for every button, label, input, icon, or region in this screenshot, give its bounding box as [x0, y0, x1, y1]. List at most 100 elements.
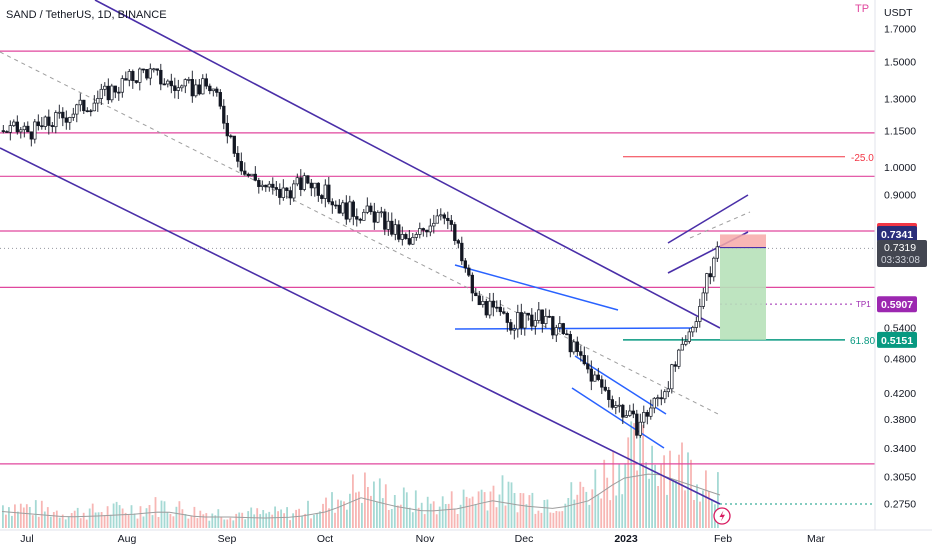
price-tick-label: 0.3050	[884, 471, 916, 483]
candle-down	[299, 177, 303, 190]
candle-down	[565, 333, 569, 336]
time-axis[interactable]: Jul Aug Sep Oct Nov Dec 2023 Feb Mar	[20, 533, 825, 545]
candlesticks	[1, 63, 719, 439]
candle-down	[26, 125, 30, 133]
candle-up	[120, 78, 124, 93]
candle-up	[533, 320, 537, 327]
volume-bar	[621, 494, 624, 528]
candle-down	[383, 211, 387, 230]
candle-up	[302, 175, 306, 190]
volume-bar	[127, 514, 130, 528]
volume-bar	[370, 495, 372, 528]
volume-bar	[642, 424, 644, 528]
volume-histogram	[1, 421, 721, 528]
volume-bar	[699, 501, 701, 528]
candle-up	[712, 257, 716, 278]
candle-down	[225, 122, 229, 137]
candle-down	[239, 161, 243, 172]
candle-down	[47, 116, 51, 126]
candle-down	[145, 69, 149, 79]
candle-down	[190, 79, 194, 97]
price-tick-label: 1.1500	[884, 126, 916, 138]
candle-up	[78, 99, 82, 106]
candle-up	[341, 202, 345, 214]
volume-bar	[708, 491, 710, 528]
candle-up	[715, 246, 719, 259]
volume-bar	[178, 501, 181, 528]
volume-bar	[37, 516, 40, 528]
candle-up	[512, 328, 516, 331]
volume-bar	[190, 516, 193, 528]
price-tick-label: 0.2750	[884, 498, 916, 510]
candle-up	[572, 341, 576, 353]
candle-up	[138, 68, 142, 83]
candle-down	[589, 368, 593, 382]
volume-bar	[28, 507, 31, 528]
candle-up	[379, 211, 383, 214]
volume-bar	[510, 482, 513, 528]
candle-down	[610, 399, 614, 408]
candle-down	[579, 351, 583, 356]
volume-bar	[70, 513, 73, 528]
price-labels: 0.78220.73410.731903:33:080.59070.5151TP…	[850, 153, 927, 348]
candle-down	[232, 135, 236, 154]
candle-down	[243, 170, 247, 175]
candle-up	[691, 327, 695, 333]
volume-bar	[552, 512, 555, 528]
candle-down	[526, 312, 530, 316]
candle-down	[173, 85, 177, 91]
volume-bar	[657, 486, 659, 528]
candle-up	[68, 117, 72, 123]
volume-bar	[606, 477, 609, 528]
candle-up	[516, 312, 520, 330]
candle-down	[519, 312, 523, 329]
price-tag-entry-bg	[877, 226, 917, 242]
candle-up	[414, 234, 418, 238]
volume-bar	[61, 514, 64, 528]
candle-down	[397, 224, 401, 240]
candle-up	[250, 173, 254, 177]
volume-bar	[139, 506, 142, 528]
price-tag-entry: 0.7341	[881, 229, 913, 241]
volume-bar	[208, 520, 211, 528]
candle-up	[260, 184, 264, 187]
candle-down	[568, 334, 572, 353]
candle-up	[411, 237, 415, 245]
volume-bar	[49, 516, 52, 528]
candle-up	[544, 315, 548, 324]
volume-bar	[453, 508, 456, 528]
time-tick-label: Sep	[218, 533, 237, 545]
volume-bar	[64, 519, 67, 528]
volume-bar	[672, 479, 674, 528]
volume-bar	[304, 513, 306, 528]
price-axis[interactable]: USDT 1.7000 1.5000 1.3000 1.1500 1.0000 0.9000…	[855, 3, 916, 510]
candle-up	[281, 187, 285, 198]
volume-bar	[73, 510, 76, 528]
volume-bar	[46, 507, 49, 528]
candle-up	[558, 323, 562, 328]
candle-down	[337, 204, 341, 214]
last-price-tag-bg	[877, 240, 927, 267]
volume-bar	[11, 515, 13, 528]
volume-bar	[684, 490, 686, 528]
blue-trendline	[454, 264, 619, 311]
volume-bar	[58, 517, 61, 528]
candle-down	[491, 300, 495, 308]
fib-ext-text: -25.0	[851, 153, 874, 164]
volume-bar	[633, 423, 635, 528]
volume-bar	[355, 492, 357, 528]
candle-up	[656, 397, 660, 400]
candle-up	[666, 388, 670, 393]
candle-up	[481, 301, 485, 305]
candle-down	[264, 184, 268, 188]
lightning-icon[interactable]	[713, 507, 731, 525]
volume-bar	[711, 500, 713, 528]
candle-down	[222, 105, 226, 124]
volume-bar	[349, 493, 351, 528]
volume-bar	[31, 515, 34, 528]
blue-channel-lower	[571, 387, 665, 449]
volume-bar	[675, 480, 677, 528]
candle-up	[435, 215, 439, 224]
candle-down	[40, 125, 44, 128]
